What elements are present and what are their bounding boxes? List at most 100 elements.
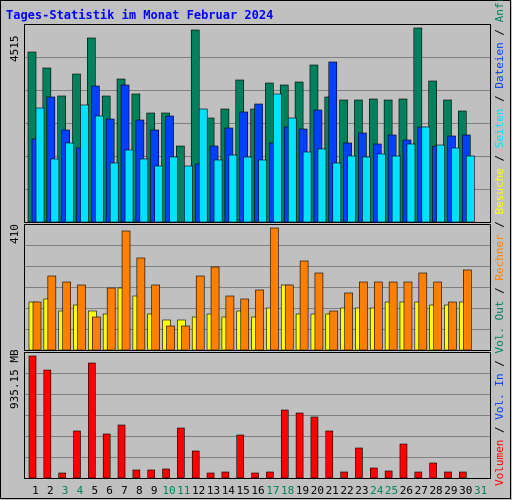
x-tick-label: 16 [251, 484, 264, 497]
requests-bar-seiten [436, 144, 445, 223]
x-tick-label: 28 [429, 484, 442, 497]
x-tick-label: 22 [340, 484, 353, 497]
visits-bar-rechner [62, 281, 71, 351]
visits-bar-rechner [32, 301, 42, 351]
volume-bar-volumen [384, 470, 393, 479]
volume-bar-volumen [102, 433, 111, 479]
requests-bar-seiten [124, 149, 134, 223]
visits-bar-rechner [270, 227, 279, 351]
legend-entry: Vol. Out [493, 301, 506, 354]
volume-bar-volumen [325, 430, 334, 479]
requests-bar-seiten [228, 154, 238, 223]
panel-requests [24, 24, 491, 223]
volume-bar-volumen [355, 447, 363, 479]
visits-bar-rechner [314, 272, 324, 351]
ymax-label-requests: 4515 [8, 36, 21, 63]
x-tick-label: 7 [121, 484, 128, 497]
visits-bar-rechner [195, 275, 205, 351]
volume-bar-volumen [88, 362, 96, 479]
visits-bar-rechner [344, 292, 353, 351]
legend-entry: / [493, 281, 506, 301]
x-tick-label: 2 [47, 484, 54, 497]
x-tick-label: 13 [207, 484, 220, 497]
x-tick-label: 12 [192, 484, 205, 497]
legend-entry: Besuche [493, 168, 506, 214]
volume-bar-volumen [117, 424, 126, 479]
legend-entry: Volumen [493, 440, 506, 486]
x-tick-label: 15 [237, 484, 250, 497]
visits-bar-rechner [47, 275, 57, 351]
visits-bar-rechner [388, 281, 398, 351]
visits-bar-rechner [151, 284, 161, 351]
requests-bar-seiten [451, 147, 460, 223]
legend-entry: Seiten [493, 108, 506, 148]
requests-bar-seiten [154, 165, 164, 223]
requests-bar-seiten [35, 107, 45, 223]
x-tick-label: 21 [326, 484, 339, 497]
volume-bar-volumen [206, 472, 215, 479]
visits-bar-rechner [106, 287, 116, 351]
volume-bar-volumen [444, 471, 452, 479]
requests-bar-seiten [80, 104, 89, 223]
requests-bar-seiten [65, 142, 74, 223]
requests-bar-seiten [243, 156, 253, 223]
visits-bar-rechner [299, 260, 309, 351]
volume-bar-volumen [429, 462, 437, 479]
volume-bar-volumen [28, 355, 37, 479]
visits-bar-rechner [403, 281, 413, 351]
x-tick-label: 18 [281, 484, 294, 497]
volume-bar-volumen [340, 471, 348, 479]
x-tick-label: 4 [77, 484, 84, 497]
requests-bar-seiten [347, 155, 356, 223]
requests-bar-seiten [169, 156, 178, 223]
requests-bar-seiten [317, 148, 327, 223]
volume-bar-volumen [147, 469, 156, 479]
requests-bar-seiten [466, 155, 475, 223]
visits-bar-rechner [373, 281, 383, 351]
volume-bar-volumen [399, 443, 408, 479]
volume-bar-volumen [280, 409, 289, 479]
right-legend: Volumen / Vol. In / Vol. Out / Rechner /… [493, 0, 506, 486]
requests-bar-seiten [50, 158, 60, 223]
x-tick-label: 6 [106, 484, 113, 497]
requests-bar-seiten [287, 117, 297, 223]
visits-bar-rechner [210, 266, 220, 351]
legend-entry: Dateien [493, 42, 506, 88]
legend-entry: Rechner [493, 234, 506, 281]
visits-bar-rechner [448, 301, 457, 351]
x-tick-label: 11 [177, 484, 190, 497]
volume-bar-volumen [162, 468, 170, 479]
legend-entry: Vol. In [493, 373, 506, 419]
requests-bar-seiten [184, 165, 193, 223]
x-tick-label: 20 [311, 484, 324, 497]
visits-bar-rechner [329, 310, 339, 351]
x-tick-label: 9 [151, 484, 158, 497]
requests-bar-seiten [109, 162, 119, 223]
panel-volume [24, 352, 491, 479]
requests-bar-seiten [421, 126, 431, 223]
volume-bar-volumen [369, 467, 378, 479]
requests-bar-seiten [95, 115, 104, 223]
x-tick-label: 25 [385, 484, 398, 497]
visits-bar-rechner [166, 325, 175, 351]
requests-bar-seiten [198, 108, 208, 223]
x-tick-label: 23 [355, 484, 368, 497]
requests-bar-seiten [391, 155, 401, 223]
visits-bar-rechner [240, 298, 250, 351]
volume-bar-volumen [177, 427, 185, 479]
requests-bar-seiten [332, 162, 342, 223]
legend-entry: / [493, 420, 506, 440]
x-tick-label: 24 [370, 484, 384, 497]
visits-bar-rechner [136, 257, 146, 351]
visits-bar-rechner [418, 272, 428, 351]
ymax-label-visits: 410 [8, 224, 21, 244]
visits-bar-rechner [77, 284, 86, 351]
volume-bar-volumen [191, 450, 200, 479]
volume-bar-volumen [414, 471, 423, 479]
x-tick-label: 14 [222, 484, 236, 497]
legend-entry: / [493, 214, 506, 234]
visits-bar-rechner [359, 281, 368, 351]
x-tick-label: 17 [266, 484, 279, 497]
legend-entry: Anfragen [493, 0, 506, 22]
